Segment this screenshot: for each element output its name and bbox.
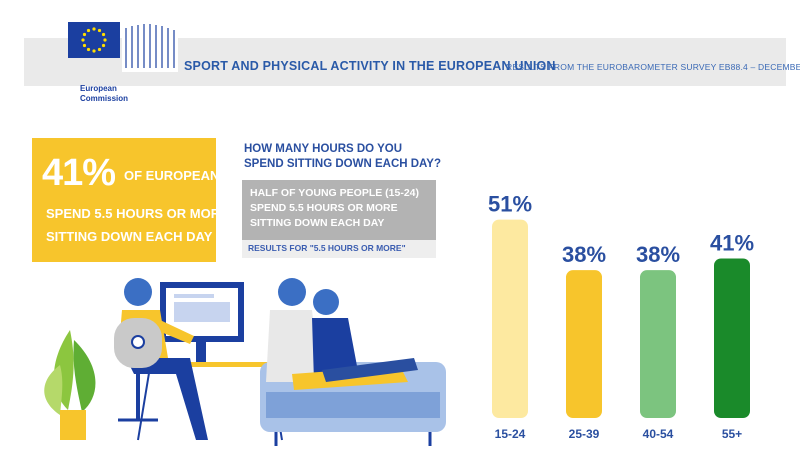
logo-text-line1: European xyxy=(80,84,117,93)
highlight-box: HALF OF YOUNG PEOPLE (15-24) SPEND 5.5 H… xyxy=(242,180,436,240)
eu-star-icon xyxy=(86,28,91,33)
bar-40-54 xyxy=(640,270,676,418)
results-for-note: RESULTS FOR "5.5 HOURS OR MORE" xyxy=(242,240,436,258)
page-subtitle: RESULTS FROM THE EUROBAROMETER SURVEY EB… xyxy=(506,62,800,72)
category-label: 15-24 xyxy=(495,427,526,441)
bar-55+ xyxy=(714,258,750,418)
age-group-bar-chart: 51% 15-24 38% 25-39 38% 40-54 41% 55+ xyxy=(470,160,770,460)
eu-star-icon xyxy=(97,47,102,52)
eu-star-icon xyxy=(81,38,85,42)
european-commission-logo: European Commission xyxy=(52,22,178,104)
page-title: SPORT AND PHYSICAL ACTIVITY IN THE EUROP… xyxy=(184,59,556,73)
logo-text: European Commission xyxy=(80,84,128,104)
question-heading: HOW MANY HOURS DO YOU SPEND SITTING DOWN… xyxy=(244,143,442,170)
chart-svg: 51% 15-24 38% 25-39 38% 40-54 41% 55+ xyxy=(488,192,754,441)
bar-value-label: 38% xyxy=(636,242,680,267)
stat-line-2: SPEND 5.5 HOURS OR MORE xyxy=(46,206,229,221)
bar-value-label: 51% xyxy=(488,192,532,217)
plant-icon xyxy=(44,330,96,440)
eu-star-icon xyxy=(97,28,102,33)
eu-star-icon xyxy=(101,43,106,48)
berlaymont-building-icon xyxy=(122,22,178,72)
person-at-desk-icon xyxy=(114,278,208,440)
couple-on-sofa-icon xyxy=(266,278,418,390)
eu-star-icon xyxy=(101,32,106,37)
stat-line-3: SITTING DOWN EACH DAY xyxy=(46,229,213,244)
people-sitting-illustration xyxy=(44,278,446,446)
stat-box: 41% OF EUROPEANS SPEND 5.5 HOURS OR MORE… xyxy=(32,138,229,262)
category-label: 40-54 xyxy=(643,427,674,441)
bar-value-label: 38% xyxy=(562,242,606,267)
eu-star-icon xyxy=(86,47,91,52)
bar-15-24 xyxy=(492,219,528,418)
eu-flag-icon xyxy=(68,22,120,58)
category-label: 55+ xyxy=(722,427,742,441)
stat-percentage: 41% xyxy=(42,152,116,194)
eu-star-icon xyxy=(92,27,96,31)
stat-line-1: OF EUROPEANS xyxy=(124,168,229,183)
eu-star-icon xyxy=(82,43,87,48)
logo-text-line2: Commission xyxy=(80,94,129,103)
monitor-icon xyxy=(160,282,244,362)
eu-star-icon xyxy=(103,38,107,42)
bar-value-label: 41% xyxy=(710,230,754,255)
bar-25-39 xyxy=(566,270,602,418)
eu-star-icon xyxy=(92,49,96,53)
eu-star-icon xyxy=(82,32,87,37)
category-label: 25-39 xyxy=(569,427,600,441)
